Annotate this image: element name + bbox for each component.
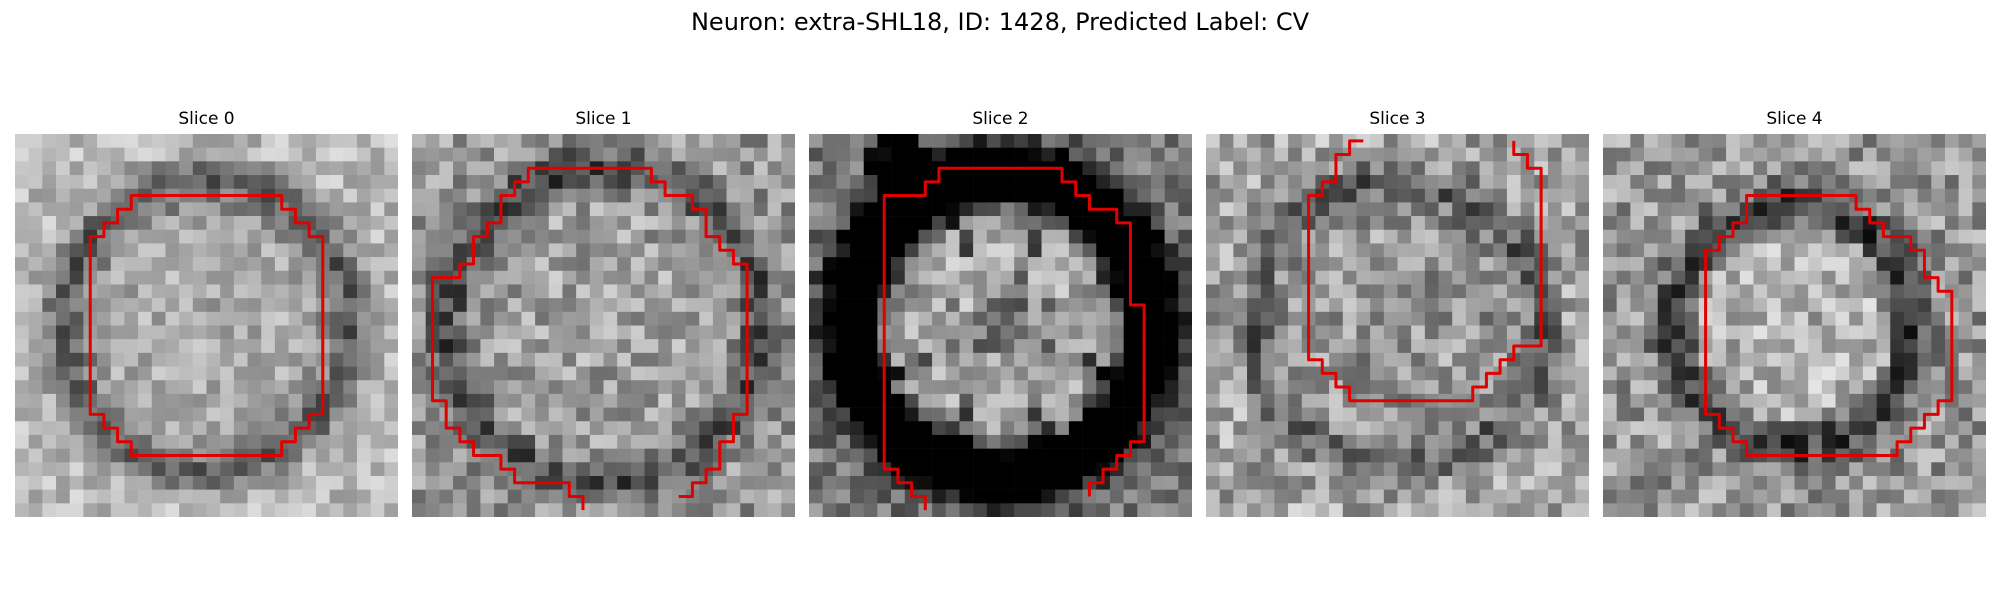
- contour-line: [88, 194, 325, 457]
- slice-pixels: [1206, 134, 1589, 517]
- slice-image-2: [809, 134, 1192, 517]
- slice-panel-1: Slice 1: [412, 108, 795, 517]
- slice-pixels: [809, 134, 1192, 517]
- slice-image-0: [15, 134, 398, 517]
- contour-line: [431, 166, 585, 511]
- slice-image-3: [1206, 134, 1589, 517]
- slice-panel-4: Slice 4: [1603, 108, 1986, 517]
- contour-line: [952, 166, 1146, 497]
- contour-line: [882, 166, 953, 511]
- slice-pixels: [1603, 134, 1986, 517]
- contour-line: [541, 166, 749, 498]
- slice-panel-3: Slice 3: [1206, 108, 1589, 517]
- slice-pixels: [412, 134, 795, 517]
- slice-image-4: [1603, 134, 1986, 517]
- slice-title: Slice 0: [178, 109, 235, 129]
- slice-title: Slice 1: [575, 109, 632, 129]
- slice-panel-0: Slice 0: [15, 108, 398, 517]
- slice-title: Slice 2: [972, 109, 1029, 129]
- slice-pixels: [15, 134, 398, 517]
- figure-title: Neuron: extra-SHL18, ID: 1428, Predicted…: [690, 8, 1310, 36]
- contour-line: [1307, 139, 1543, 403]
- slice-image-1: [412, 134, 795, 517]
- slice-panel-2: Slice 2: [809, 108, 1192, 517]
- slice-title: Slice 4: [1766, 109, 1823, 129]
- contour-line: [1704, 194, 1954, 457]
- slice-title: Slice 3: [1369, 109, 1426, 129]
